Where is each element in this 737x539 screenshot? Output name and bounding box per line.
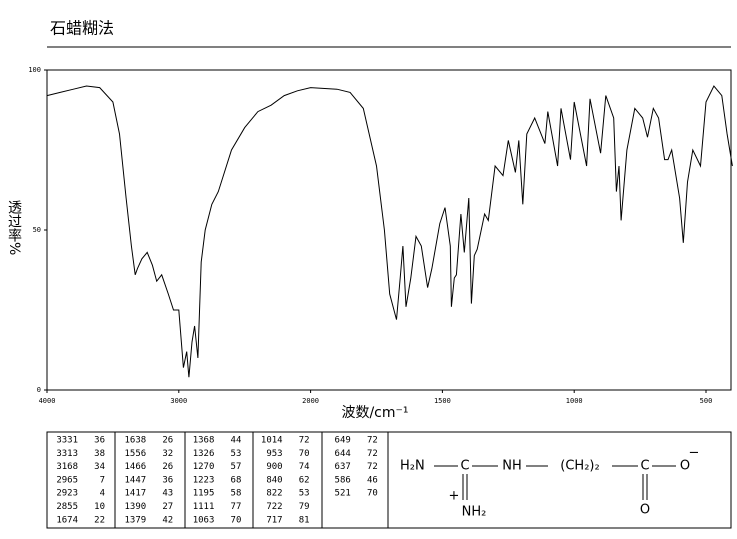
peak-wavenumber: 900	[266, 462, 282, 472]
peak-wavenumber: 586	[335, 475, 351, 485]
peak-transmittance: 34	[94, 462, 105, 472]
peak-transmittance: 4	[100, 489, 105, 499]
x-tick-label: 4000	[39, 397, 56, 405]
peak-wavenumber: 1368	[193, 436, 215, 446]
table-dividers	[114, 432, 389, 528]
structure-label: C	[460, 459, 469, 474]
peak-transmittance: 74	[299, 462, 310, 472]
y-tick-label: 50	[33, 226, 41, 234]
peak-transmittance: 70	[299, 449, 310, 459]
peak-transmittance: 38	[94, 449, 105, 459]
peak-transmittance: 72	[367, 449, 378, 459]
y-axis-label: 透过率%	[6, 200, 22, 255]
peak-wavenumber: 1556	[125, 449, 147, 459]
peak-transmittance: 70	[367, 489, 378, 499]
peak-transmittance: 27	[162, 502, 173, 512]
peak-transmittance: 77	[231, 502, 242, 512]
spectrum-line	[46, 85, 733, 378]
plot-frame	[46, 69, 732, 391]
peak-transmittance: 53	[299, 489, 310, 499]
structure-label: +	[449, 489, 460, 504]
x-tick-label: 1500	[434, 397, 451, 405]
peak-wavenumber: 644	[335, 449, 351, 459]
peak-transmittance: 70	[231, 515, 242, 525]
structure-label: O	[680, 459, 690, 474]
structure-label: C	[640, 459, 649, 474]
peak-transmittance: 72	[367, 462, 378, 472]
peak-transmittance: 10	[94, 502, 105, 512]
peak-transmittance: 44	[231, 436, 242, 446]
peak-transmittance: 22	[94, 515, 105, 525]
peak-wavenumber: 1270	[193, 462, 215, 472]
peak-transmittance: 36	[94, 436, 105, 446]
peak-transmittance: 46	[367, 475, 378, 485]
peak-wavenumber: 1326	[193, 449, 215, 459]
peak-wavenumber: 1195	[193, 489, 215, 499]
peak-wavenumber: 1063	[193, 515, 215, 525]
peak-transmittance: 36	[162, 475, 173, 485]
peak-wavenumber: 822	[266, 489, 282, 499]
structure-label: −	[689, 446, 700, 461]
peak-transmittance: 26	[162, 462, 173, 472]
x-tick-label: 1000	[566, 397, 583, 405]
peak-wavenumber: 1111	[193, 502, 215, 512]
peak-wavenumber: 2923	[56, 489, 78, 499]
peak-wavenumber: 1223	[193, 475, 215, 485]
structure-label: H₂N	[400, 459, 425, 474]
peak-wavenumber: 1417	[125, 489, 147, 499]
peak-wavenumber: 3168	[56, 462, 78, 472]
peak-transmittance: 53	[231, 449, 242, 459]
y-tick-label: 0	[37, 386, 41, 394]
structure-label: NH	[502, 459, 522, 474]
peak-transmittance: 79	[299, 502, 310, 512]
structure-label: (CH₂)₂	[560, 459, 599, 474]
peak-transmittance: 58	[231, 489, 242, 499]
x-tick-label: 500	[700, 397, 713, 405]
structure-label: O	[640, 503, 650, 518]
x-tick-label: 2000	[302, 397, 319, 405]
peak-wavenumber: 521	[335, 489, 351, 499]
chart-title: 石蜡糊法	[50, 19, 114, 38]
peak-transmittance: 57	[231, 462, 242, 472]
peak-wavenumber: 1390	[125, 502, 147, 512]
peak-transmittance: 42	[162, 515, 173, 525]
peak-wavenumber: 2855	[56, 502, 78, 512]
peak-transmittance: 7	[100, 475, 105, 485]
peak-wavenumber: 722	[266, 502, 282, 512]
peak-wavenumber: 2965	[56, 475, 78, 485]
peak-table-frame	[46, 431, 732, 529]
peak-wavenumber: 717	[266, 515, 282, 525]
peak-wavenumber: 1014	[261, 436, 283, 446]
peak-transmittance: 72	[299, 436, 310, 446]
x-axis-label: 波数/cm⁻¹	[341, 405, 408, 421]
peak-wavenumber: 953	[266, 449, 282, 459]
peak-transmittance: 32	[162, 449, 173, 459]
peak-wavenumber: 3331	[56, 436, 78, 446]
peak-wavenumber: 840	[266, 475, 282, 485]
peak-wavenumber: 1447	[125, 475, 147, 485]
peak-transmittance: 43	[162, 489, 173, 499]
y-tick-label: 100	[28, 66, 41, 74]
peak-wavenumber: 1379	[125, 515, 147, 525]
peak-wavenumber: 649	[335, 436, 351, 446]
peak-transmittance: 68	[231, 475, 242, 485]
structure-bonds	[434, 465, 676, 500]
peak-transmittance: 62	[299, 475, 310, 485]
peak-wavenumber: 1638	[125, 436, 147, 446]
peak-wavenumber: 3313	[56, 449, 78, 459]
x-tick-label: 3000	[170, 397, 187, 405]
peak-wavenumber: 1466	[125, 462, 147, 472]
peak-transmittance: 72	[367, 436, 378, 446]
peak-transmittance: 26	[162, 436, 173, 446]
peak-wavenumber: 1674	[56, 515, 78, 525]
structure-label: NH₂	[462, 505, 487, 520]
peak-wavenumber: 637	[335, 462, 351, 472]
peak-transmittance: 81	[299, 515, 310, 525]
